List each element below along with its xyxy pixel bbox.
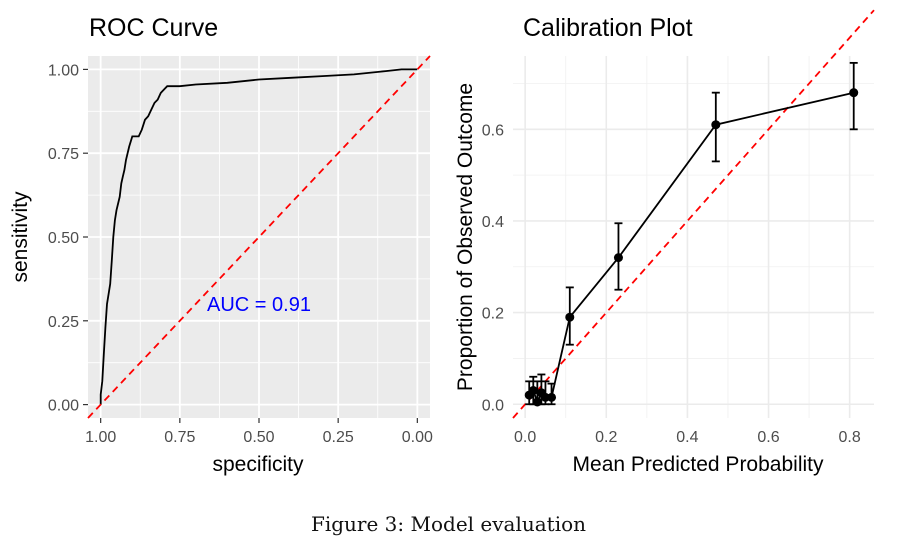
roc-y-tick-label: 0.00 (48, 398, 79, 415)
calibration-diagonal-line (512, 9, 875, 419)
calibration-point (711, 120, 721, 130)
calibration-axis-ticks: 0.0 0.2 0.4 0.6 0.8 0.0 0.2 0.4 0.6 (482, 122, 861, 446)
auc-annotation: AUC = 0.91 (207, 294, 311, 316)
calibration-x-tick-label: 0.6 (757, 429, 779, 446)
figure-caption: Figure 3: Model evaluation (310, 512, 587, 536)
calibration-panel: Calibration Plot 0.0 0.2 0.4 0.6 0.80.00.20.… (454, 9, 875, 476)
roc-x-tick-label: 0.50 (243, 429, 274, 446)
roc-series (87, 55, 431, 419)
roc-x-tick-label: 0.25 (323, 429, 354, 446)
roc-curve-line (99, 68, 418, 405)
calibration-title: Calibration Plot (523, 14, 693, 42)
calibration-y-tick-label: 0.4 (482, 214, 504, 231)
calibration-x-tick-label: 0.2 (595, 429, 617, 446)
roc-x-tick-label: 0.00 (402, 429, 433, 446)
calibration-y-axis-label: Proportion of Observed Outcome (454, 83, 477, 391)
roc-y-tick-label: 0.75 (48, 146, 79, 163)
calibration-y-tick-label: 0.2 (482, 306, 504, 323)
calibration-point (528, 386, 538, 396)
roc-gridlines (88, 56, 430, 418)
roc-axis-ticks: 1.00 0.75 0.50 0.25 0.00 0.00 0.25 0.50 0.75 1.00 (48, 62, 433, 446)
roc-x-tick-label: 0.75 (164, 429, 195, 446)
calibration-x-tick-label: 0.4 (676, 429, 698, 446)
roc-y-tick-label: 0.25 (48, 314, 79, 331)
calibration-y-tick-label: 0.0 (482, 397, 504, 414)
calibration-y-tick-label: 0.6 (482, 122, 504, 139)
calibration-point (565, 312, 575, 322)
calibration-reference-line (512, 9, 875, 419)
calibration-point (613, 253, 623, 263)
calibration-curve-line (528, 91, 854, 405)
roc-title: ROC Curve (89, 14, 218, 42)
roc-y-tick-label: 0.50 (48, 230, 79, 247)
calibration-point (532, 397, 542, 407)
roc-y-tick-label: 1.00 (48, 62, 79, 79)
calibration-series (524, 61, 859, 407)
calibration-x-tick-label: 0.8 (839, 429, 861, 446)
roc-y-axis-label: sensitivity (9, 191, 32, 283)
calibration-point (547, 392, 557, 402)
calibration-point (849, 88, 859, 98)
roc-x-axis-label: specificity (212, 453, 304, 476)
calibration-x-tick-label: 0.0 (514, 429, 536, 446)
calibration-gridlines (513, 56, 874, 418)
calibration-x-axis-label: Mean Predicted Probability (573, 453, 824, 476)
roc-panel: ROC Curve 1.00 0.75 0.50 0.25 0.00 0.00 0.25 0.… (9, 14, 433, 476)
roc-x-tick-label: 1.00 (85, 429, 116, 446)
